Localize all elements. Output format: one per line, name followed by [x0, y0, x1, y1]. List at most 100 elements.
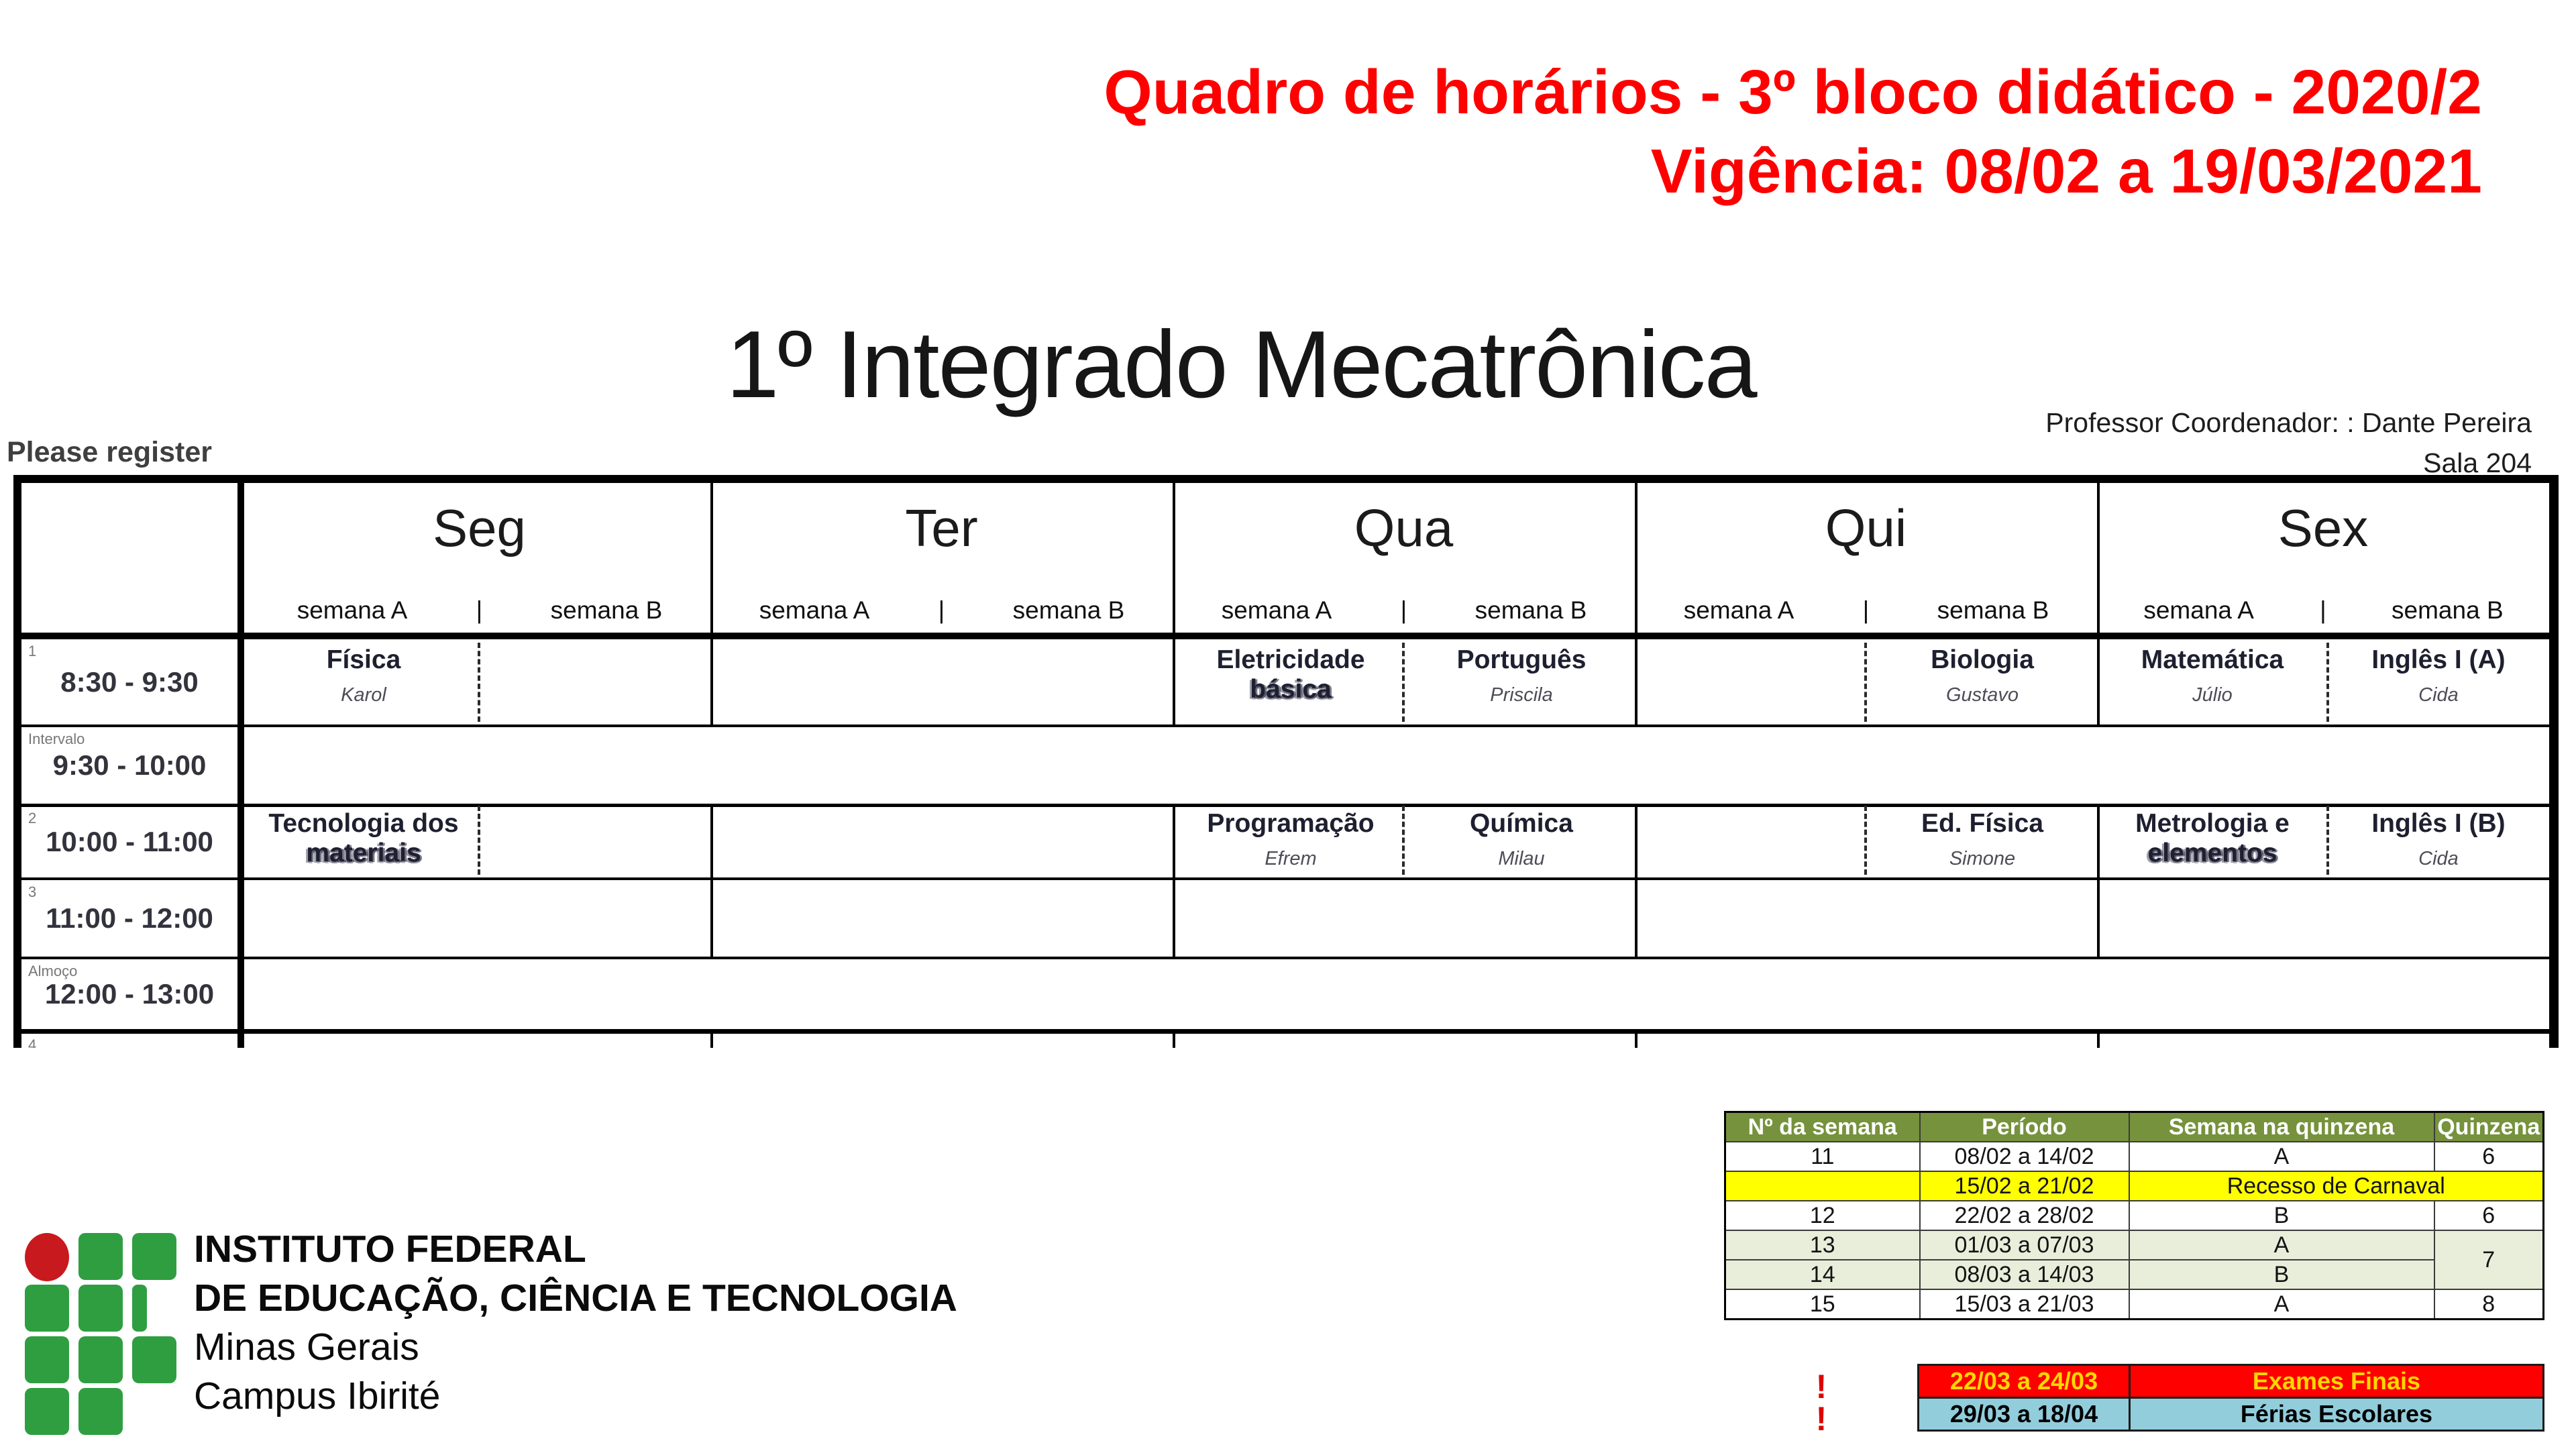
week-12-period: 22/02 a 28/02 [1919, 1200, 2130, 1231]
logo-bar [132, 1285, 147, 1332]
lesson-sex-a-matematica: Matemática Júlio [2098, 643, 2326, 722]
time-slot-1-label: 8:30 - 9:30 [60, 665, 199, 698]
row-divider-1 [13, 724, 2559, 727]
table-border-top [13, 475, 2559, 483]
semana-row-seg: semana A | semana B [248, 596, 710, 625]
week-12-week: B [2128, 1200, 2435, 1231]
course-title: 1º Integrado Mecatrônica [726, 311, 1757, 418]
logo-square [78, 1388, 123, 1435]
lesson-sex-a-metrologia: Metrologia e elementos [2098, 806, 2326, 876]
time-slot-4-partial: 4 [21, 1034, 237, 1048]
time-slot-interval-tag: Intervalo [28, 731, 85, 747]
time-slot-4-tag: 4 [28, 1036, 37, 1048]
logo-square [78, 1285, 123, 1332]
day-name-qui: Qui [1825, 498, 1907, 557]
time-slot-3: 3 11:00 - 12:00 [21, 881, 237, 955]
carnival-num [1724, 1171, 1921, 1201]
subject-matematica: Matemática [2141, 645, 2284, 674]
time-slot-1-tag: 1 [28, 643, 37, 659]
lesson-sex-b-ingles-a: Inglês I (A) Cida [2329, 643, 2548, 722]
coordinator-block: Professor Coordenador: : Dante Pereira S… [2045, 402, 2532, 483]
weeks-header-period: Período [1919, 1111, 2130, 1142]
time-slot-lunch: Almoço 12:00 - 13:00 [21, 961, 237, 1028]
time-column-divider [237, 475, 244, 1048]
day-divider-qua-qui-bot [1635, 1029, 1638, 1048]
day-divider-ter-qua [1173, 475, 1175, 724]
exclamation-icon: ! [1815, 1400, 1827, 1438]
subject-ed-fisica: Ed. Física [1921, 809, 2044, 838]
time-slot-2-tag: 2 [28, 810, 37, 826]
carnival-label: Recesso de Carnaval [2128, 1171, 2544, 1201]
semana-a-label: semana A [2143, 596, 2254, 624]
week-row-15: 15 15/03 a 21/03 A 8 [1724, 1289, 2544, 1320]
logo-square [132, 1233, 176, 1280]
semana-b-label: semana B [1474, 596, 1587, 624]
ab-dash-sex-r3 [2326, 806, 2329, 875]
row-divider-2 [13, 804, 2559, 807]
semana-a-label: semana A [297, 596, 408, 624]
time-slot-interval: Intervalo 9:30 - 10:00 [21, 729, 237, 802]
logo-square [132, 1336, 176, 1383]
table-border-right [2549, 475, 2559, 1048]
logo-square [25, 1285, 69, 1332]
exams-row: 22/03 a 24/03 Exames Finais [1917, 1364, 2544, 1399]
teacher-cida: Cida [2418, 684, 2459, 706]
subject-eletricidade-line1: Eletricidade [1216, 645, 1365, 674]
week-row-carnival: 15/02 a 21/02 Recesso de Carnaval [1724, 1171, 2544, 1201]
lesson-qua-b-portugues: Português Priscila [1407, 643, 1635, 722]
time-slot-interval-label: 9:30 - 10:00 [52, 749, 207, 781]
week-12-num: 12 [1724, 1200, 1921, 1231]
week-15-period: 15/03 a 21/03 [1919, 1289, 2130, 1320]
lesson-qua-b-quimica: Química Milau [1407, 806, 1635, 876]
semana-a-label: semana A [1683, 596, 1794, 624]
week-row-14: 14 08/03 a 14/03 B [1724, 1259, 2544, 1290]
day-name-ter: Ter [905, 498, 978, 557]
institution-name: INSTITUTO FEDERAL DE EDUCAÇÃO, CIÊNCIA E… [194, 1225, 957, 1421]
ab-dash-seg-r1 [478, 643, 480, 722]
day-divider-ter-qua-mid [1173, 804, 1175, 957]
ab-dash-sex-r1 [2326, 643, 2329, 722]
teacher-cida: Cida [2418, 847, 2459, 869]
time-slot-1: 1 8:30 - 9:30 [21, 641, 237, 723]
subject-portugues: Português [1456, 645, 1587, 674]
time-slot-2-label: 10:00 - 11:00 [46, 826, 213, 857]
subject-tecnologia-line1: Tecnologia dos [268, 809, 459, 838]
semana-separator: | [2320, 596, 2326, 624]
time-slot-lunch-label: 12:00 - 13:00 [44, 978, 215, 1010]
day-divider-seg-ter [710, 475, 713, 724]
weeks-table: Nº da semana Período Semana na quinzena … [1724, 1111, 2544, 1320]
day-header-ter: Ter semana A | semana B [710, 483, 1173, 633]
day-divider-qui-sex [2097, 475, 2100, 724]
header-bottom-border [13, 633, 2559, 639]
logo-red-circle [25, 1233, 69, 1281]
lesson-qui-b-ed-fisica: Ed. Física Simone [1868, 806, 2096, 876]
week-13-14-quinzena: 7 [2433, 1230, 2544, 1290]
semana-b-label: semana B [550, 596, 663, 624]
logo-square [25, 1388, 69, 1435]
please-register-watermark: Please register [7, 436, 212, 468]
weeks-header-row: Nº da semana Período Semana na quinzena … [1724, 1111, 2544, 1142]
exams-period: 22/03 a 24/03 [1917, 1364, 2131, 1399]
logo-square [78, 1336, 123, 1383]
schedule-table: Seg semana A | semana B Ter semana A | s… [13, 475, 2559, 1048]
time-slot-3-tag: 3 [28, 883, 37, 900]
week-row-13: 13 01/03 a 07/03 A 7 [1724, 1230, 2544, 1290]
ifmg-logo-icon [25, 1233, 179, 1438]
row-divider-5 [13, 1029, 2559, 1034]
day-divider-seg-ter-mid [710, 804, 713, 957]
lesson-seg-a-fisica: Física Karol [250, 643, 478, 722]
row-divider-3 [13, 877, 2559, 880]
day-divider-qua-qui-mid [1635, 804, 1638, 957]
subject-ingles-a: Inglês I (A) [2371, 645, 2506, 674]
week-15-num: 15 [1724, 1289, 1921, 1320]
subject-fisica: Física [326, 645, 401, 674]
lesson-qua-a-programacao: Programação Efrem [1177, 806, 1405, 876]
semana-a-label: semana A [759, 596, 870, 624]
day-header-qui: Qui semana A | semana B [1635, 483, 2097, 633]
institution-line3: Minas Gerais [194, 1326, 419, 1368]
day-name-seg: Seg [433, 498, 526, 557]
day-divider-qua-qui [1635, 475, 1638, 724]
week-15-quinzena: 8 [2433, 1289, 2544, 1320]
coordinator-name: Professor Coordenador: : Dante Pereira [2045, 407, 2532, 438]
week-14-num: 14 [1724, 1259, 1921, 1290]
